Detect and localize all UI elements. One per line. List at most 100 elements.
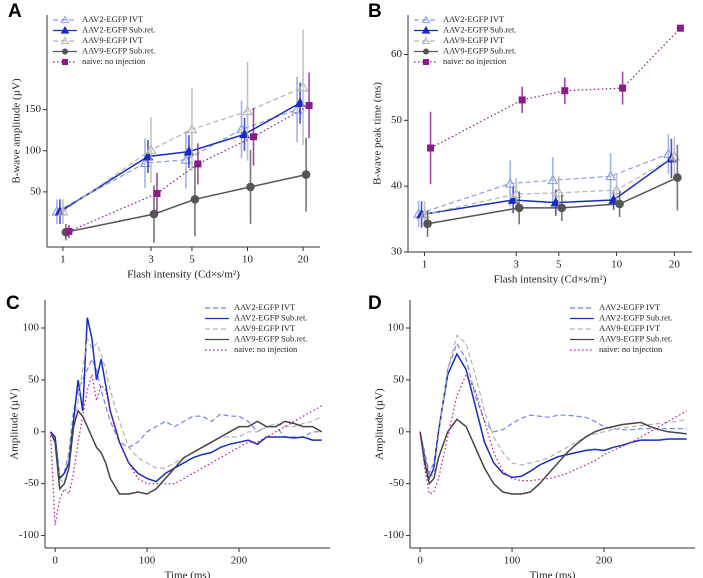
marker	[615, 199, 624, 209]
marker	[619, 84, 627, 92]
legend-label: AAV2-EGFP Sub.ret.	[443, 24, 516, 34]
x-tick-label: 5	[556, 259, 562, 271]
marker	[65, 227, 73, 235]
x-axis-label: Time (ms)	[165, 570, 211, 578]
series-line	[419, 373, 687, 495]
marker	[547, 174, 559, 185]
x-tick-label: 1	[422, 259, 428, 271]
series-line	[419, 342, 687, 476]
y-tick-label: -50	[389, 477, 404, 489]
y-tick-label: 0	[399, 425, 405, 437]
y-axis-label: Amplitude (µV)	[374, 388, 386, 460]
legend-label: naive: no injection	[82, 56, 146, 66]
marker	[553, 187, 565, 197]
legend-label: AAV2-EGFP IVT	[234, 302, 296, 312]
legend-marker	[60, 25, 70, 34]
marker	[557, 203, 567, 213]
legend-label: AAV2-EGFP IVT	[82, 14, 144, 24]
x-axis-label: Flash intensity (Cd×s/m²)	[127, 269, 240, 281]
y-tick-label: 50	[393, 373, 405, 385]
x-tick-label: 200	[596, 555, 613, 567]
x-tick-label: 5	[189, 254, 195, 266]
x-tick-label: 10	[242, 254, 254, 266]
legend-label: AAV2-EGFP Sub.ret.	[234, 312, 307, 322]
series-line	[68, 104, 310, 232]
marker	[427, 144, 435, 152]
y-tick-label: 0	[34, 425, 40, 437]
legend-label: AAV9-EGFP IVT	[234, 323, 296, 333]
series-line	[62, 86, 304, 213]
legend-marker	[62, 48, 68, 55]
marker	[153, 190, 161, 198]
y-tick-label: 150	[25, 103, 42, 115]
marker	[301, 170, 311, 179]
marker	[186, 123, 198, 134]
y-axis-label: B-wave peak time (ms)	[372, 82, 384, 185]
x-tick-label: 0	[417, 555, 423, 567]
legend-marker	[62, 59, 68, 65]
y-tick-label: 60	[391, 48, 403, 60]
legend-label: naive: no injection	[443, 56, 507, 66]
legend-marker	[423, 48, 429, 55]
marker	[561, 87, 569, 95]
legend-label: AAV2-EGFP Sub.ret.	[82, 24, 155, 34]
marker	[297, 81, 309, 92]
x-axis-label: Flash intensity (Cd×s/m²)	[494, 274, 607, 286]
marker	[673, 173, 682, 182]
legend-marker	[421, 25, 431, 34]
legend-label: AAV9-EGFP Sub.ret.	[443, 45, 516, 55]
y-axis-label: Amplitude (µV)	[9, 388, 21, 460]
legend-marker	[421, 15, 431, 24]
y-tick-label: -100	[384, 529, 405, 541]
y-tick-label: 50	[30, 185, 42, 197]
series-line	[419, 352, 687, 481]
legend-label: AAV9-EGFP Sub.ret.	[599, 333, 672, 343]
y-tick-label: 100	[23, 322, 40, 334]
x-axis-label: Time (ms)	[530, 570, 576, 578]
x-tick-label: 20	[298, 254, 310, 266]
x-tick-label: 200	[231, 555, 248, 567]
marker	[242, 105, 253, 116]
x-tick-label: 20	[669, 259, 681, 271]
series-line	[49, 317, 322, 483]
panel-label: B	[368, 1, 382, 22]
y-tick-label: -50	[24, 477, 39, 489]
marker	[518, 96, 526, 104]
x-tick-label: 10	[611, 259, 623, 271]
legend-label: AAV9-EGFP Sub.ret.	[234, 333, 307, 343]
legend-marker	[60, 36, 70, 45]
legend-label: naive: no injection	[599, 344, 663, 354]
x-tick-label: 0	[52, 555, 58, 567]
series-line	[419, 334, 687, 480]
y-tick-label: 50	[391, 114, 403, 126]
marker	[514, 203, 524, 213]
x-tick-label: 1	[60, 254, 66, 266]
series-line	[56, 109, 298, 213]
y-axis-label: B-wave amplitude (µV)	[11, 78, 23, 184]
marker	[504, 177, 516, 188]
marker	[676, 24, 684, 32]
marker	[190, 194, 200, 204]
panel-label: D	[368, 293, 382, 314]
marker	[194, 160, 202, 168]
x-tick-label: 3	[148, 254, 154, 266]
legend-label: AAV9-EGFP IVT	[599, 323, 661, 333]
series-line	[59, 102, 301, 213]
marker	[423, 219, 432, 228]
legend-marker	[421, 36, 431, 45]
marker	[246, 182, 255, 192]
marker	[250, 133, 258, 141]
marker	[305, 101, 313, 109]
legend-label: AAV2-EGFP IVT	[599, 302, 661, 312]
x-tick-label: 100	[504, 555, 521, 567]
legend-label: naive: no injection	[234, 344, 298, 354]
series-line	[424, 155, 675, 216]
panel-label: A	[8, 1, 22, 22]
y-tick-label: -100	[19, 529, 40, 541]
y-tick-label: 100	[388, 322, 405, 334]
y-tick-label: 40	[391, 180, 403, 192]
legend-label: AAV2-EGFP IVT	[443, 14, 505, 24]
series-line	[49, 409, 323, 495]
y-tick-label: 50	[28, 373, 40, 385]
